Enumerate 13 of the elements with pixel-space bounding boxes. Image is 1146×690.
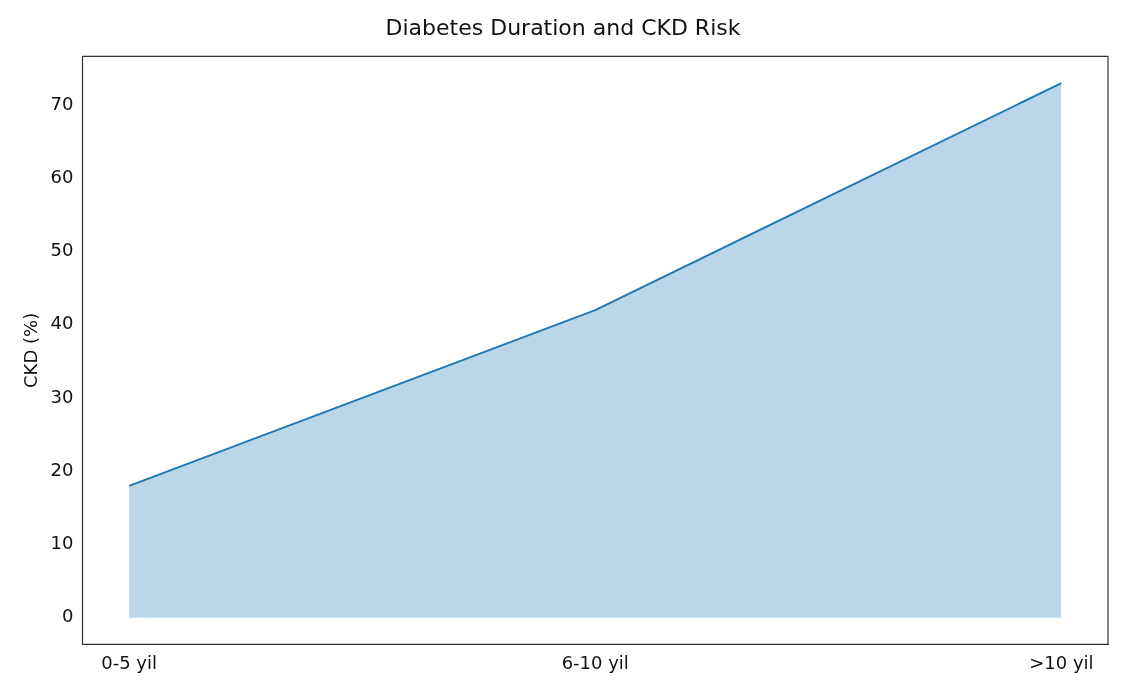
- y-tick-label: 60: [50, 165, 74, 187]
- y-tick-label: 70: [50, 92, 74, 114]
- y-tick-label: 0: [62, 605, 74, 627]
- x-tick-label: 6-10 yil: [561, 651, 629, 673]
- y-tick-label: 40: [50, 312, 74, 334]
- y-tick-label: 50: [50, 239, 74, 261]
- y-tick-label: 30: [50, 385, 74, 407]
- y-tick-label: 20: [50, 458, 74, 480]
- chart-title: Diabetes Duration and CKD Risk: [385, 14, 741, 40]
- y-axis-title: CKD (%): [20, 312, 42, 388]
- x-tick-label: >10 yil: [1029, 651, 1094, 673]
- y-tick-label: 10: [50, 532, 74, 554]
- x-tick-label: 0-5 yil: [101, 651, 158, 673]
